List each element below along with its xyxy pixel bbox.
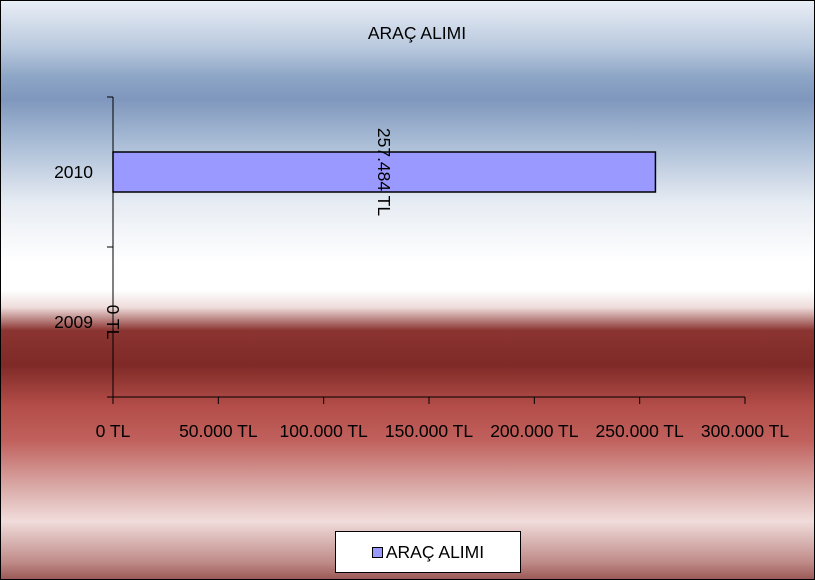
- legend-swatch: [371, 546, 383, 558]
- y-tick-label: 2010: [54, 162, 93, 182]
- data-label: 0 TL: [103, 305, 123, 340]
- data-label: 257.484 TL: [374, 128, 394, 216]
- y-tick-label: 2009: [54, 312, 93, 332]
- x-tick-label: 200.000 TL: [490, 421, 578, 441]
- x-tick-label: 150.000 TL: [385, 421, 473, 441]
- x-tick-label: 0 TL: [96, 421, 131, 441]
- legend-label: ARAÇ ALIMI: [385, 541, 485, 562]
- plot-group: 0 TL 50.000 TL 100.000 TL 150.000 TL 200.000…: [54, 96, 789, 441]
- x-tick-label: 100.000 TL: [280, 421, 368, 441]
- bar: [112, 151, 657, 193]
- chart-title: ARAÇ ALIMI: [368, 23, 466, 43]
- legend: ARAÇ ALIMI: [335, 531, 521, 573]
- x-tick-label: 250.000 TL: [596, 421, 684, 441]
- x-tick-label: 50.000 TL: [179, 421, 258, 441]
- x-tick-label: 300.000 TL: [701, 421, 789, 441]
